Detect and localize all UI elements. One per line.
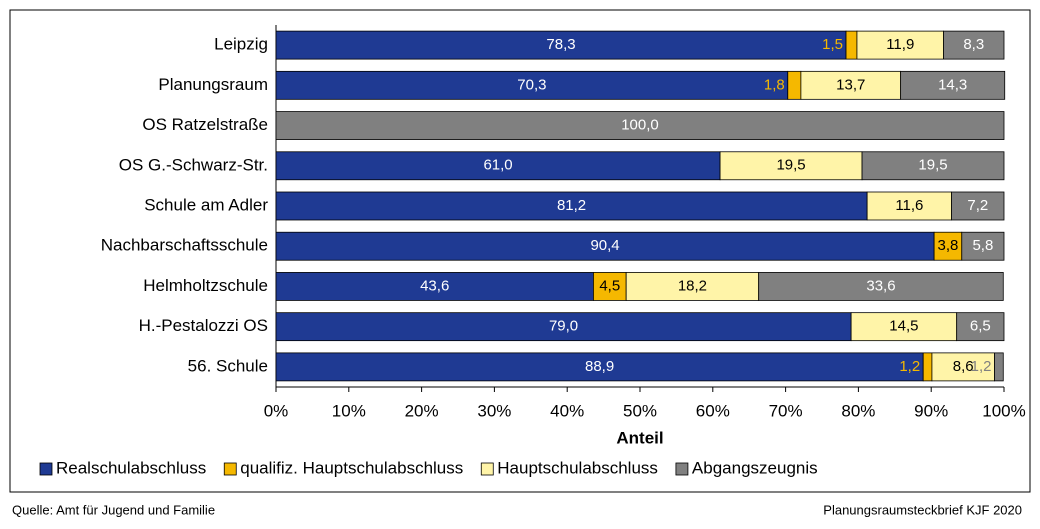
x-tick-label: 80% bbox=[841, 401, 875, 420]
bar-segment bbox=[275, 151, 721, 181]
x-tick-label: 40% bbox=[550, 401, 584, 420]
bar-segment bbox=[275, 191, 868, 221]
chart-border bbox=[9, 9, 1031, 493]
legend-label: Realschulabschluss bbox=[56, 458, 206, 477]
data-label: 90,4 bbox=[590, 237, 619, 254]
data-label: 19,5 bbox=[776, 157, 805, 174]
data-label: 5,8 bbox=[972, 237, 993, 254]
bar-segment bbox=[931, 352, 995, 382]
x-tick-label: 0% bbox=[264, 401, 289, 420]
bar-segment bbox=[933, 231, 963, 261]
x-tick-label: 90% bbox=[914, 401, 948, 420]
data-label: 81,2 bbox=[557, 197, 586, 214]
y-tick-label: Planungsraum bbox=[158, 75, 268, 94]
data-label: 14,5 bbox=[889, 318, 918, 335]
data-label: 8,6 bbox=[953, 358, 974, 375]
bar-segment bbox=[951, 191, 1005, 221]
legend-swatch bbox=[39, 462, 53, 476]
y-tick-label: OS Ratzelstraße bbox=[142, 115, 268, 134]
y-tick-label: Leipzig bbox=[214, 35, 268, 54]
data-label: 1,2 bbox=[899, 358, 920, 375]
data-label: 1,2 bbox=[971, 358, 992, 375]
bar-segment bbox=[625, 272, 760, 301]
bar-segment bbox=[275, 30, 847, 60]
x-tick-label: 60% bbox=[696, 401, 730, 420]
bar-segment bbox=[275, 70, 789, 100]
bar-segment bbox=[275, 352, 924, 382]
data-label: 3,8 bbox=[938, 237, 959, 254]
legend-swatch bbox=[675, 462, 689, 476]
y-tick-label: Helmholtzschule bbox=[143, 276, 268, 295]
bar-segment bbox=[275, 272, 594, 301]
data-label: 78,3 bbox=[546, 36, 575, 53]
bar-segment bbox=[800, 70, 902, 100]
data-label: 14,3 bbox=[938, 76, 967, 93]
data-label: 100,0 bbox=[621, 117, 659, 134]
x-tick-label: 70% bbox=[769, 401, 803, 420]
note: Planungsraumsteckbrief KJF 2020 bbox=[823, 502, 1022, 517]
bar-segment bbox=[956, 312, 1005, 342]
y-tick-label: H.-Pestalozzi OS bbox=[139, 316, 268, 335]
bar-segment bbox=[922, 352, 933, 382]
legend-swatch bbox=[223, 462, 237, 476]
y-tick-label: OS G.-Schwarz-Str. bbox=[119, 155, 268, 174]
legend-label: Abgangszeugnis bbox=[692, 458, 818, 477]
data-label: 43,6 bbox=[420, 277, 449, 294]
data-label: 11,9 bbox=[886, 36, 914, 53]
x-tick-label: 100% bbox=[982, 401, 1025, 420]
bar-segment bbox=[994, 352, 1004, 382]
legend-label: qualifiz. Hauptschulabschluss bbox=[240, 458, 463, 477]
x-axis-label: Anteil bbox=[616, 428, 663, 447]
data-label: 1,5 bbox=[822, 36, 843, 53]
bar-segment bbox=[719, 151, 863, 181]
legend-swatch bbox=[480, 462, 494, 476]
bar-segment bbox=[943, 30, 1005, 60]
bar-segment bbox=[900, 70, 1006, 100]
data-label: 7,2 bbox=[967, 197, 988, 214]
x-tick-label: 50% bbox=[623, 401, 657, 420]
data-label: 1,8 bbox=[764, 76, 785, 93]
data-label: 13,7 bbox=[836, 76, 865, 93]
bar-segment bbox=[861, 151, 1005, 181]
data-label: 88,9 bbox=[585, 358, 614, 375]
legend-label: Hauptschulabschluss bbox=[497, 458, 658, 477]
data-label: 11,6 bbox=[895, 197, 923, 214]
bar-segment bbox=[758, 272, 1004, 301]
bar-segment bbox=[275, 231, 935, 261]
data-label: 70,3 bbox=[517, 76, 546, 93]
bar-segment bbox=[275, 111, 1005, 140]
x-tick-label: 10% bbox=[332, 401, 366, 420]
data-label: 33,6 bbox=[866, 277, 895, 294]
data-label: 19,5 bbox=[918, 157, 947, 174]
bar-segment bbox=[961, 231, 1005, 261]
data-label: 61,0 bbox=[483, 157, 512, 174]
bar-segment bbox=[866, 191, 952, 221]
bar-segment bbox=[593, 272, 627, 301]
data-label: 79,0 bbox=[549, 318, 578, 335]
bar-segment bbox=[856, 30, 944, 60]
bar-segment bbox=[787, 70, 802, 100]
bar-segment bbox=[845, 30, 858, 60]
x-tick-label: 30% bbox=[477, 401, 511, 420]
y-tick-label: Schule am Adler bbox=[144, 195, 268, 214]
data-label: 18,2 bbox=[678, 277, 707, 294]
x-tick-label: 20% bbox=[405, 401, 439, 420]
y-tick-label: 56. Schule bbox=[188, 356, 268, 375]
data-label: 6,5 bbox=[970, 318, 991, 335]
data-label: 8,3 bbox=[963, 36, 984, 53]
y-tick-label: Nachbarschaftsschule bbox=[101, 236, 268, 255]
data-label: 4,5 bbox=[599, 277, 620, 294]
source: Quelle: Amt für Jugend und Familie bbox=[12, 502, 215, 517]
